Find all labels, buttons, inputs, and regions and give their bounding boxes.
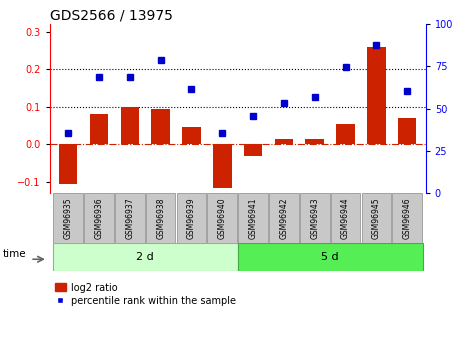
- Bar: [213, 144, 231, 188]
- Bar: [336, 124, 355, 144]
- Text: GDS2566 / 13975: GDS2566 / 13975: [50, 9, 173, 23]
- Text: GSM96940: GSM96940: [218, 197, 227, 239]
- Bar: [151, 109, 170, 144]
- Text: GSM96939: GSM96939: [187, 197, 196, 239]
- FancyBboxPatch shape: [208, 193, 237, 243]
- Text: 5 d: 5 d: [321, 252, 339, 262]
- FancyBboxPatch shape: [176, 193, 206, 243]
- Bar: [275, 139, 293, 144]
- Text: GSM96943: GSM96943: [310, 197, 319, 239]
- Legend: log2 ratio, percentile rank within the sample: log2 ratio, percentile rank within the s…: [54, 283, 236, 306]
- Bar: [306, 139, 324, 144]
- Text: GSM96935: GSM96935: [64, 197, 73, 239]
- Text: GSM96938: GSM96938: [156, 197, 165, 239]
- FancyBboxPatch shape: [238, 193, 268, 243]
- Text: time: time: [3, 249, 26, 259]
- Text: 2 d: 2 d: [136, 252, 154, 262]
- FancyBboxPatch shape: [146, 193, 175, 243]
- Text: GSM96937: GSM96937: [125, 197, 134, 239]
- Text: GSM96936: GSM96936: [95, 197, 104, 239]
- Text: GSM96944: GSM96944: [341, 197, 350, 239]
- FancyBboxPatch shape: [331, 193, 360, 243]
- Bar: [398, 118, 416, 144]
- Text: GSM96945: GSM96945: [372, 197, 381, 239]
- FancyBboxPatch shape: [237, 243, 422, 271]
- FancyBboxPatch shape: [53, 243, 237, 271]
- FancyBboxPatch shape: [393, 193, 422, 243]
- FancyBboxPatch shape: [115, 193, 145, 243]
- Text: GSM96941: GSM96941: [249, 197, 258, 239]
- FancyBboxPatch shape: [53, 193, 83, 243]
- FancyBboxPatch shape: [361, 193, 391, 243]
- Bar: [182, 127, 201, 144]
- Bar: [121, 107, 139, 144]
- FancyBboxPatch shape: [300, 193, 330, 243]
- Text: GSM96946: GSM96946: [403, 197, 412, 239]
- FancyBboxPatch shape: [269, 193, 299, 243]
- Bar: [90, 114, 108, 144]
- FancyBboxPatch shape: [84, 193, 114, 243]
- Bar: [244, 144, 263, 156]
- Text: GSM96942: GSM96942: [280, 197, 289, 239]
- Bar: [367, 47, 385, 144]
- Bar: [59, 144, 78, 184]
